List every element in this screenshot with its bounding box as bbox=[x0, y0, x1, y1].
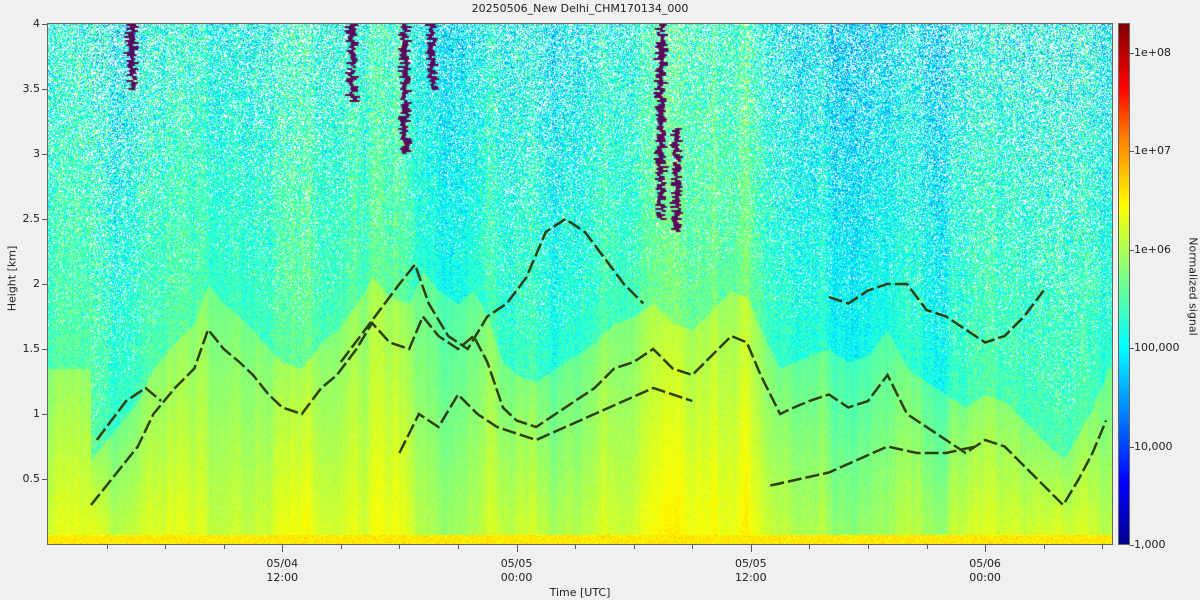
x-tick-minor bbox=[867, 545, 869, 549]
x-tick-time: 00:00 bbox=[969, 571, 1001, 584]
x-tick-date: 05/05 bbox=[500, 557, 533, 570]
x-tick-minor bbox=[340, 545, 342, 549]
y-tick-mark bbox=[42, 479, 47, 480]
x-tick-label: 05/04 12:00 bbox=[252, 557, 312, 585]
x-tick-minor bbox=[633, 545, 635, 549]
colorbar bbox=[1118, 23, 1130, 545]
colorbar-tick-label: 1,000 bbox=[1134, 538, 1166, 551]
boundary-layer-line-4 bbox=[828, 282, 1045, 344]
y-tick-mark bbox=[42, 219, 47, 220]
x-tick-date: 05/06 bbox=[969, 557, 1001, 570]
colorbar-tick-mark bbox=[1130, 249, 1134, 251]
x-tick-minor bbox=[1102, 545, 1104, 549]
x-tick-date: 05/05 bbox=[734, 557, 767, 570]
x-tick-minor bbox=[575, 545, 577, 549]
x-tick-label: 05/06 00:00 bbox=[955, 557, 1015, 585]
x-tick-major bbox=[985, 545, 987, 552]
x-tick-minor bbox=[809, 545, 811, 549]
y-tick-mark bbox=[42, 89, 47, 90]
y-axis: 0.5 1 1.5 2 2.5 3 3.5 4 bbox=[0, 0, 47, 600]
y-tick-label: 0.5 bbox=[22, 472, 41, 485]
plot-area[interactable] bbox=[47, 23, 1113, 545]
y-tick-mark bbox=[42, 414, 47, 415]
colorbar-tick-label: 10,000 bbox=[1134, 439, 1173, 453]
boundary-layer-line-6 bbox=[95, 386, 163, 441]
colorbar-tick-mark bbox=[1130, 446, 1134, 448]
x-tick-major bbox=[282, 545, 284, 552]
y-tick-label: 3 bbox=[33, 147, 40, 160]
chart-title: 20250506_New Delhi_CHM170134_000 bbox=[471, 2, 689, 15]
colorbar-label: Normalized signal bbox=[1186, 237, 1200, 336]
y-tick-mark bbox=[42, 284, 47, 285]
y-tick-mark bbox=[42, 24, 47, 25]
x-tick-minor bbox=[165, 545, 167, 549]
x-tick-major bbox=[516, 545, 518, 552]
colorbar-tick-label: 1e+07 bbox=[1134, 144, 1171, 158]
y-axis-label: Height [km] bbox=[5, 245, 19, 312]
x-tick-date: 05/04 bbox=[266, 557, 299, 570]
y-tick-label: 1 bbox=[33, 407, 40, 420]
x-tick-time: 00:00 bbox=[500, 571, 533, 584]
x-tick-minor bbox=[926, 545, 928, 549]
colorbar-tick-mark bbox=[1130, 348, 1134, 350]
x-tick-minor bbox=[1043, 545, 1045, 549]
y-tick-mark bbox=[42, 154, 47, 155]
y-tick-label: 2 bbox=[33, 277, 40, 290]
boundary-layer-line-5 bbox=[770, 445, 976, 487]
boundary-layer-line-1 bbox=[90, 314, 1108, 508]
colorbar-tick-label: 1e+06 bbox=[1134, 242, 1171, 256]
x-tick-time: 12:00 bbox=[266, 571, 299, 584]
x-tick-label: 05/05 12:00 bbox=[721, 557, 781, 585]
boundary-layer-overlay bbox=[90, 217, 1108, 508]
boundary-layer-line-3 bbox=[339, 217, 645, 363]
y-tick-label: 4 bbox=[33, 17, 40, 30]
x-tick-minor bbox=[106, 545, 108, 549]
y-tick-mark bbox=[42, 349, 47, 350]
x-tick-major bbox=[750, 545, 752, 552]
colorbar-tick-label: 1e+08 bbox=[1134, 45, 1171, 59]
x-tick-label: 05/05 00:00 bbox=[487, 557, 547, 585]
colorbar-tick-mark bbox=[1130, 52, 1134, 54]
boundary-layer-line-2 bbox=[398, 386, 693, 454]
x-tick-minor bbox=[223, 545, 225, 549]
y-tick-label: 1.5 bbox=[22, 342, 41, 355]
backscatter-heatmap bbox=[48, 24, 1112, 544]
x-axis-label: Time [UTC] bbox=[549, 586, 611, 599]
x-tick-minor bbox=[399, 545, 401, 549]
y-tick-label: 2.5 bbox=[22, 212, 41, 225]
colorbar-tick-mark bbox=[1130, 151, 1134, 153]
colorbar-tick-mark bbox=[1130, 545, 1134, 546]
x-tick-minor bbox=[692, 545, 694, 549]
x-tick-time: 12:00 bbox=[734, 571, 767, 584]
y-tick-label: 3.5 bbox=[22, 82, 41, 95]
x-tick-minor bbox=[457, 545, 459, 549]
colorbar-tick-label: 100,000 bbox=[1134, 341, 1180, 355]
